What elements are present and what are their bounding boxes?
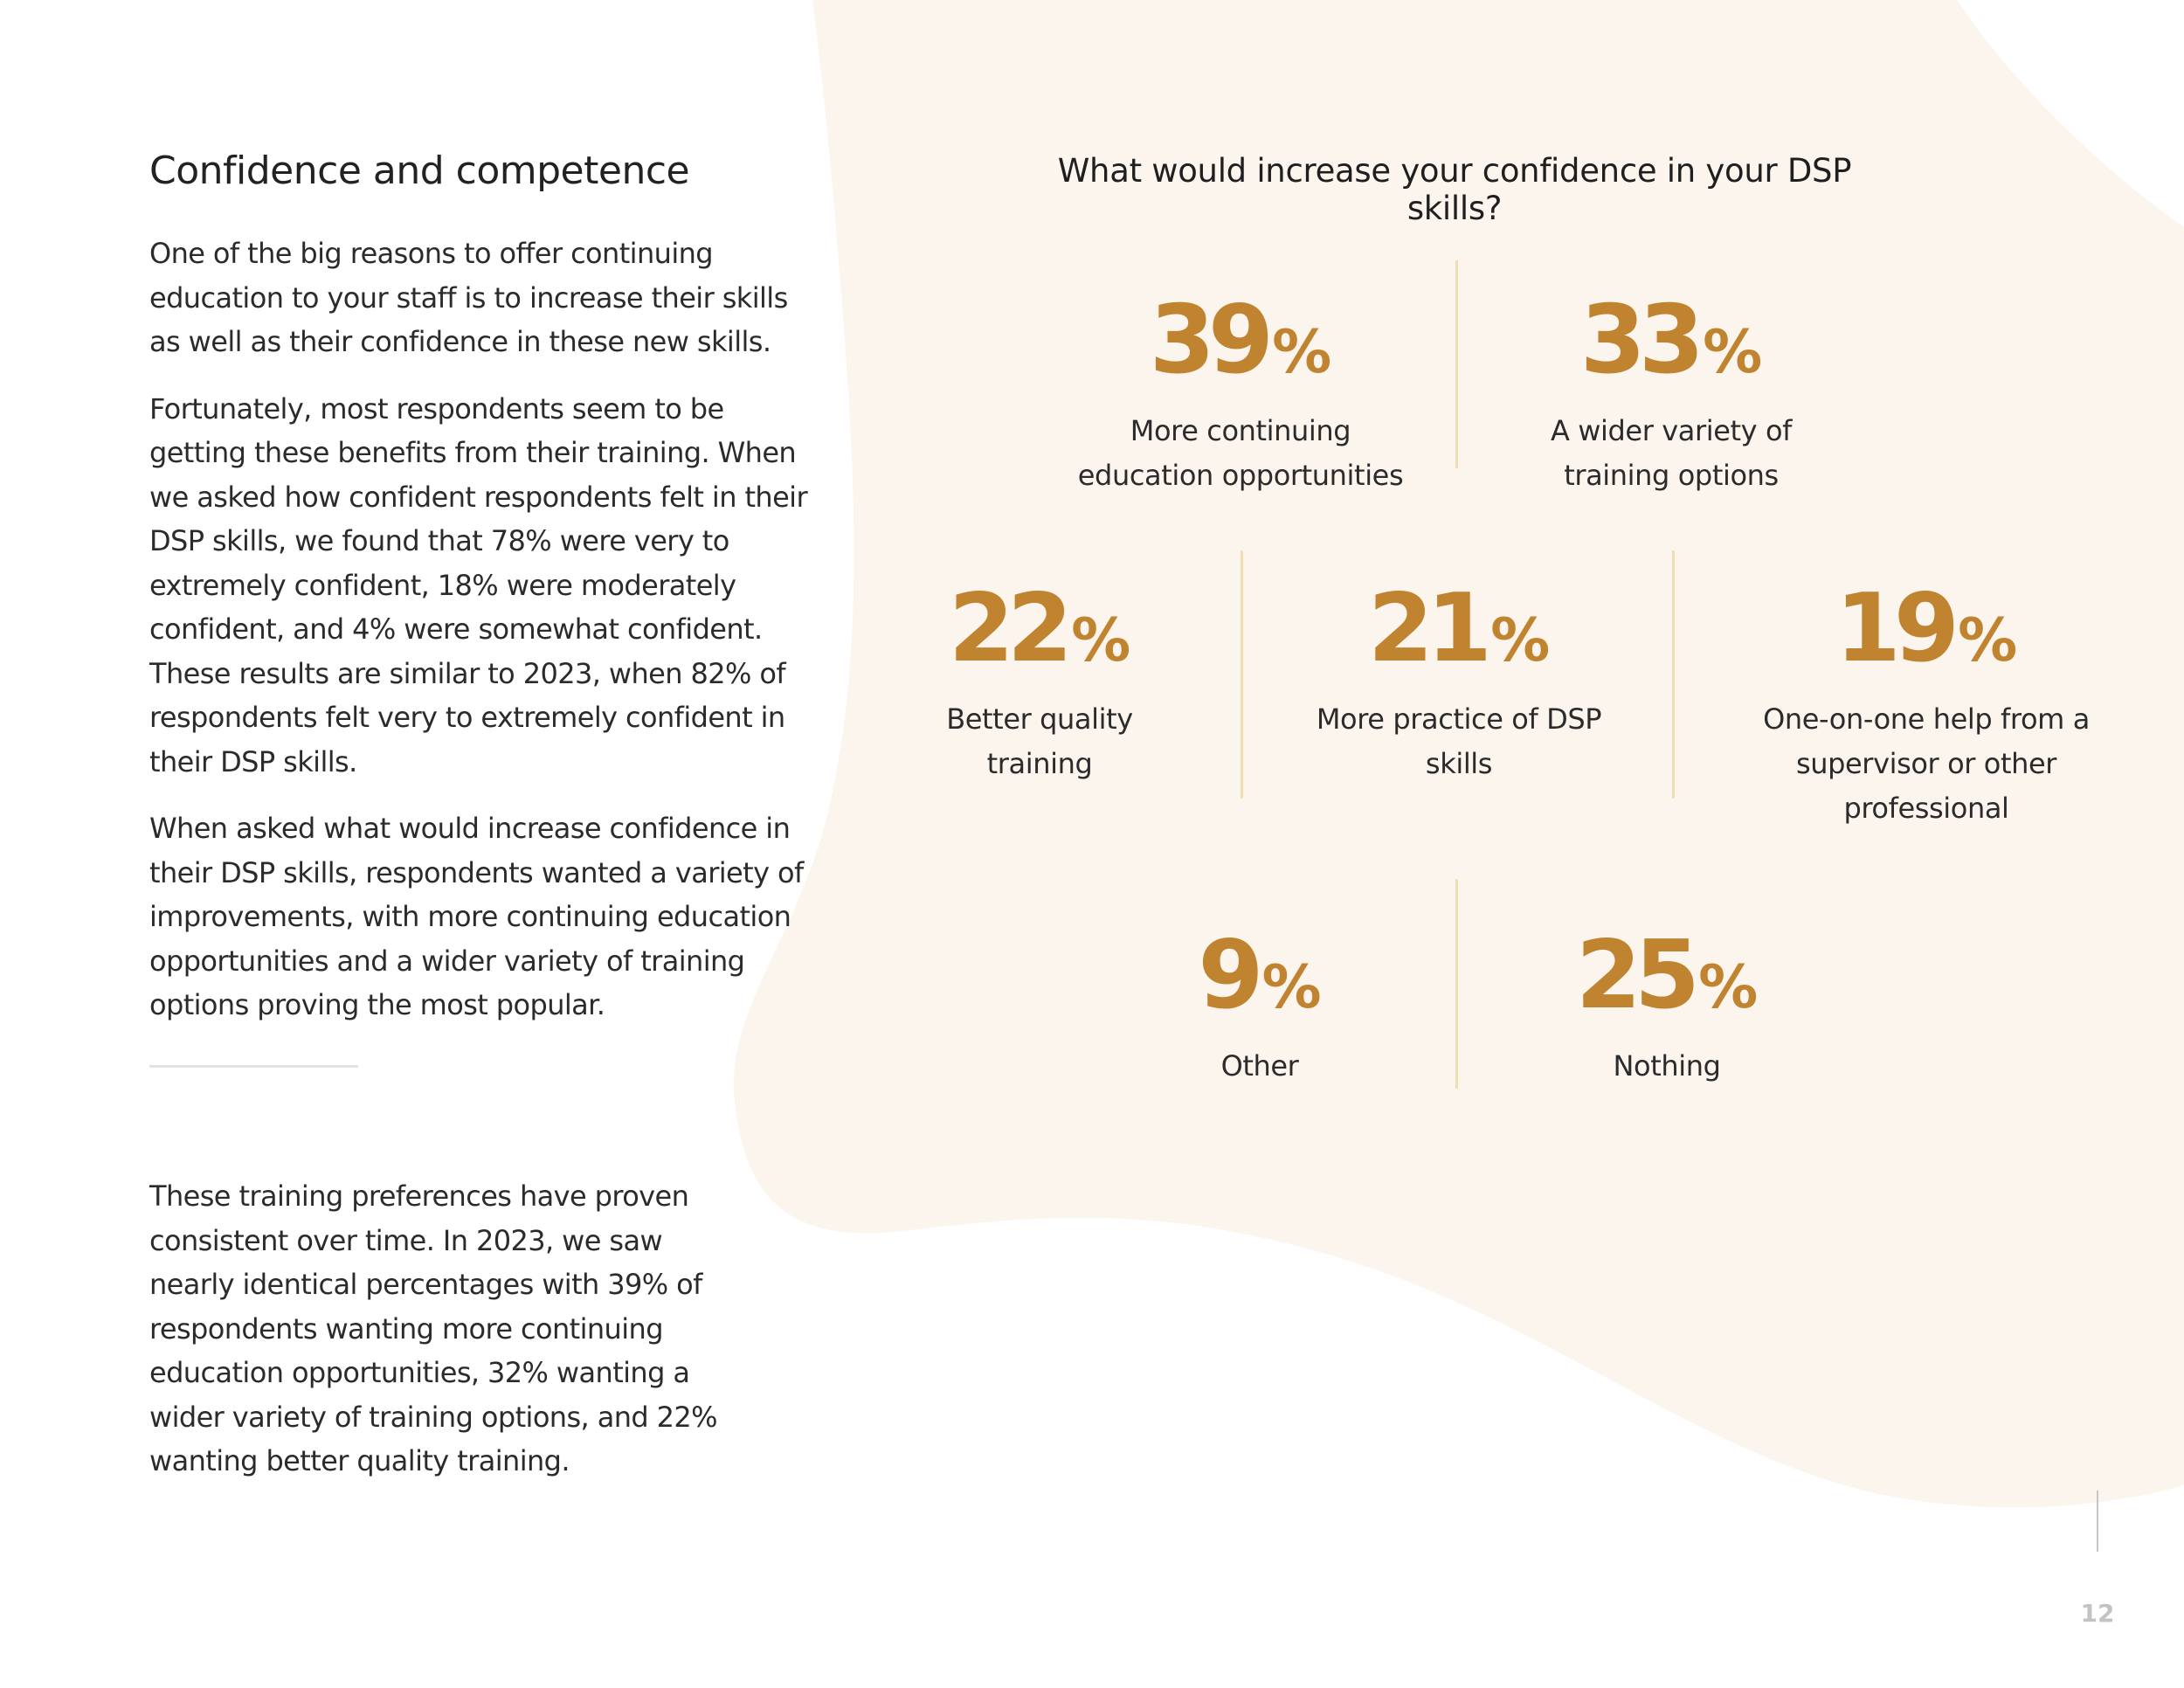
stat-training-variety: 33% A wider variety of training options [1514, 288, 1828, 498]
stat-more-practice: 21% More practice of DSP skills [1310, 577, 1607, 786]
stat-value: 9% [1198, 921, 1322, 1030]
stat-value: 33% [1579, 286, 1763, 395]
intro-column: Confidence and competence One of the big… [149, 149, 822, 1050]
section-divider [149, 1065, 358, 1068]
stat-value: 22% [948, 574, 1131, 683]
stat-label: More continuing education opportunities [1077, 414, 1404, 492]
stat-other: 9% Other [1137, 924, 1382, 1089]
divider-vertical [1672, 550, 1675, 799]
trend-paragraph: These training preferences have proven c… [149, 1180, 718, 1477]
stat-label: A wider variety of training options [1550, 414, 1793, 492]
stat-label: Other [1220, 1049, 1299, 1083]
divider-vertical [1241, 550, 1243, 799]
results-paragraph: Fortunately, most respondents seem to be… [149, 391, 808, 778]
stat-better-quality: 22% Better quality training [909, 577, 1171, 786]
stat-continuing-education: 39% More continuing education opportunit… [1066, 288, 1415, 498]
stat-label: Nothing [1613, 1049, 1721, 1083]
stat-label: Better quality training [946, 702, 1133, 780]
stat-value: 21% [1367, 574, 1551, 683]
survey-question: What would increase your confidence in y… [1057, 152, 1852, 227]
stat-value: 25% [1575, 921, 1759, 1030]
stat-one-on-one-help: 19% One-on-one help from a supervisor or… [1756, 577, 2097, 831]
stat-nothing: 25% Nothing [1545, 924, 1789, 1089]
intro-paragraph: One of the big reasons to offer continui… [149, 237, 788, 358]
page-number-rule [2097, 1491, 2098, 1552]
page-number: 12 [2080, 1599, 2115, 1628]
stat-label: One-on-one help from a supervisor or oth… [1763, 702, 2090, 825]
divider-vertical [1455, 260, 1458, 468]
section-heading: Confidence and competence [149, 149, 690, 193]
divider-vertical [1455, 879, 1458, 1089]
improvements-paragraph: When asked what would increase confidenc… [149, 812, 804, 1021]
stat-value: 19% [1835, 574, 2018, 683]
stat-label: More practice of DSP skills [1316, 702, 1602, 780]
stat-value: 39% [1149, 286, 1332, 395]
